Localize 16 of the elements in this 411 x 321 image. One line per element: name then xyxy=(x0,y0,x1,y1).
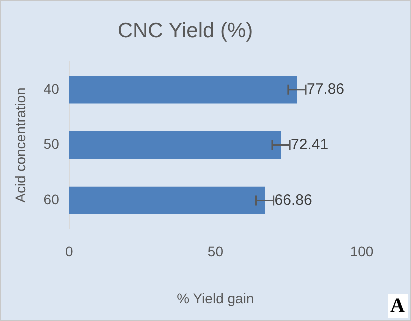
x-tick-label: 0 xyxy=(65,244,74,260)
bar xyxy=(69,131,282,160)
x-tick-label: 100 xyxy=(350,244,374,260)
y-tick-label: 50 xyxy=(44,136,60,152)
data-label: 66.86 xyxy=(274,192,312,209)
y-tick-label: 40 xyxy=(44,80,60,97)
chart-title: CNC Yield (%) xyxy=(118,19,254,42)
text: A xyxy=(388,294,408,318)
y-tick-label: 60 xyxy=(44,192,60,208)
y-axis-title: Acid concentration xyxy=(12,88,28,203)
x-axis-title: % Yield gain xyxy=(177,290,254,306)
data-label: 72.41 xyxy=(291,136,329,154)
data-label: 77.86 xyxy=(306,81,345,98)
bar xyxy=(69,186,266,215)
x-tick-label: 50 xyxy=(208,244,224,260)
bar xyxy=(69,76,298,104)
